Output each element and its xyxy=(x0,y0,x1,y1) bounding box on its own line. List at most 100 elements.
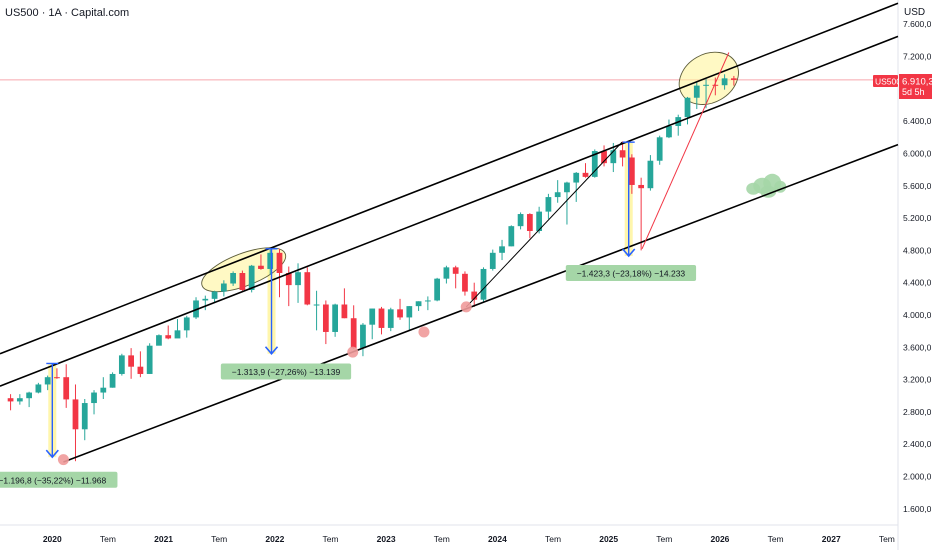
candle-body xyxy=(44,377,51,385)
candle-body xyxy=(146,345,153,374)
candle-body xyxy=(248,265,255,290)
candle-body xyxy=(666,126,672,138)
candle-body xyxy=(239,273,246,290)
candle-body xyxy=(183,317,190,331)
channel-line xyxy=(63,143,899,463)
candle-body xyxy=(508,226,515,247)
candle-body xyxy=(536,211,543,231)
candle-body xyxy=(591,151,598,177)
price-tick-label: 6.400,0 xyxy=(903,116,932,126)
candle-body xyxy=(462,273,468,292)
candle-body xyxy=(397,309,403,318)
black-trend-line xyxy=(465,141,623,308)
candles-layer xyxy=(7,74,737,462)
currency-label: USD xyxy=(904,7,925,18)
candle-body xyxy=(63,377,70,400)
price-tick-label: 7.200,0 xyxy=(903,52,932,62)
price-tick-label: 5.600,0 xyxy=(903,181,932,191)
candle-body xyxy=(276,252,283,273)
price-tag-countdown: 5d 5h xyxy=(902,87,925,97)
time-tick-label: 2024 xyxy=(488,534,507,544)
price-tick-label: 4.800,0 xyxy=(903,245,932,255)
candle-body xyxy=(554,192,561,198)
channel-line xyxy=(0,2,899,355)
candle-body xyxy=(480,268,487,300)
price-tick-label: 2.000,0 xyxy=(903,472,932,482)
candle-body xyxy=(285,273,292,286)
low-marker xyxy=(57,454,69,466)
time-tick-label: Tem xyxy=(322,534,338,544)
candle-body xyxy=(220,283,227,292)
candle-body xyxy=(72,399,79,430)
candle-body xyxy=(174,330,181,339)
drawdown-label: −1.423,3 (−23,18%) −14.233 xyxy=(577,269,686,279)
channel-lines-layer xyxy=(0,2,899,463)
symbol-tag-bg xyxy=(873,75,898,87)
time-tick-label: 2025 xyxy=(599,534,618,544)
candle-body xyxy=(443,267,450,279)
candle-body xyxy=(526,214,533,231)
time-tick-label: 2020 xyxy=(43,534,62,544)
candle-body xyxy=(424,300,431,302)
drawdown-arrowhead xyxy=(622,248,636,258)
price-tick-label: 6.000,0 xyxy=(903,148,932,158)
time-axis[interactable]: 2020 Tem 2021 Tem 2022 Tem 2023 Tem 2024 Tem 2025 T… xyxy=(43,534,895,544)
candle-body xyxy=(332,304,339,332)
price-tick-label: 3.600,0 xyxy=(903,342,932,352)
price-tick-label: 4.000,0 xyxy=(903,310,932,320)
candle-body xyxy=(230,273,236,284)
candle-body xyxy=(156,335,162,346)
candle-body xyxy=(202,298,209,301)
candle-body xyxy=(341,304,348,319)
candle-body xyxy=(81,403,88,430)
price-tick-label: 3.200,0 xyxy=(903,375,932,385)
time-tick-label: 2027 xyxy=(822,534,841,544)
candle-body xyxy=(489,252,496,269)
candle-body xyxy=(128,355,134,367)
candle-body xyxy=(211,291,218,299)
candle-body xyxy=(313,304,320,306)
candle-body xyxy=(684,97,691,118)
time-tick-label: 2023 xyxy=(377,534,396,544)
candle-body xyxy=(16,398,23,402)
low-marker xyxy=(347,346,359,358)
candle-body xyxy=(638,184,645,189)
price-tick-label: 4.400,0 xyxy=(903,278,932,288)
candle-body xyxy=(295,272,301,286)
drawdown-label: −1.196,8 (−35,22%) −11.968 xyxy=(0,475,106,485)
candle-body xyxy=(452,267,459,274)
candle-body xyxy=(610,150,617,164)
candle-body xyxy=(165,335,172,339)
price-tick-label: 1.600,0 xyxy=(903,504,932,514)
symbol-tag: US500 xyxy=(875,77,901,87)
cloud-marker-layer xyxy=(746,173,787,198)
time-tick-label: Tem xyxy=(100,534,116,544)
price-tag-bg xyxy=(899,74,932,99)
candle-body xyxy=(100,387,107,393)
candle-body xyxy=(26,392,32,399)
drawdown-label-bg xyxy=(220,363,352,380)
drawdown-label-bg xyxy=(0,471,118,488)
time-tick-label: Tem xyxy=(545,534,561,544)
time-tick-label: Tem xyxy=(768,534,784,544)
time-tick-label: Tem xyxy=(656,534,672,544)
last-price-tag: US500 6.910,3 5d 5h xyxy=(873,74,932,99)
candle-body xyxy=(118,355,125,374)
channel-line xyxy=(0,35,899,387)
candle-body xyxy=(406,306,413,318)
candle-body xyxy=(350,318,357,349)
candle-body xyxy=(91,392,97,404)
candle-body xyxy=(267,252,274,269)
price-axis[interactable]: 1.600,0 2.000,0 2.400,0 2.800,0 3.200,0 3.600… xyxy=(903,19,932,514)
candle-body xyxy=(545,197,552,212)
candle-body xyxy=(434,278,441,301)
drawdown-arrow-layer xyxy=(45,141,636,459)
candle-body xyxy=(712,84,719,86)
candle-body xyxy=(137,366,144,374)
candle-body xyxy=(628,157,635,185)
candle-body xyxy=(703,84,709,86)
candle-body xyxy=(387,309,394,328)
chart-title: US500 · 1A · Capital.com xyxy=(5,7,129,19)
